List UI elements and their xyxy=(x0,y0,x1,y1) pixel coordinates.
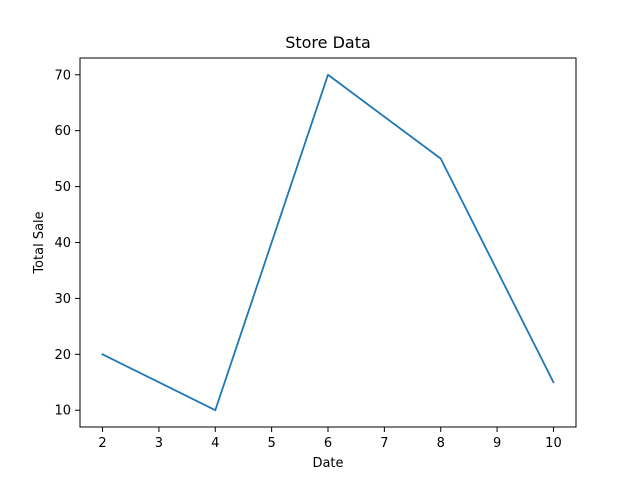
y-tick-label: 30 xyxy=(54,292,71,307)
x-tick-label: 2 xyxy=(98,436,106,451)
x-axis-label: Date xyxy=(312,456,343,471)
x-tick-label: 8 xyxy=(437,436,445,451)
series-line-0 xyxy=(101,73,555,412)
y-tick-label: 10 xyxy=(54,404,71,419)
x-tick-label: 6 xyxy=(324,436,332,451)
x-tick-label: 10 xyxy=(545,436,562,451)
x-tick-label: 7 xyxy=(380,436,388,451)
x-tick-label: 9 xyxy=(493,436,501,451)
y-axis-label: Total Sale xyxy=(32,211,47,274)
y-tick-label: 60 xyxy=(54,124,71,139)
y-tick-label: 40 xyxy=(54,236,71,251)
chart-title: Store Data xyxy=(285,33,371,52)
plot-frame xyxy=(79,57,577,428)
y-tick-label: 20 xyxy=(54,348,71,363)
x-tick-label: 5 xyxy=(267,436,275,451)
ticks-layer: 2 3 4 5 6 7 8 9 10 10 20 30 40 50 60 70 xyxy=(54,68,561,451)
x-tick-label: 4 xyxy=(211,436,219,451)
y-tick-label: 70 xyxy=(54,68,71,83)
series-layer xyxy=(101,73,555,412)
y-tick-label: 50 xyxy=(54,180,71,195)
x-tick-label: 3 xyxy=(155,436,163,451)
